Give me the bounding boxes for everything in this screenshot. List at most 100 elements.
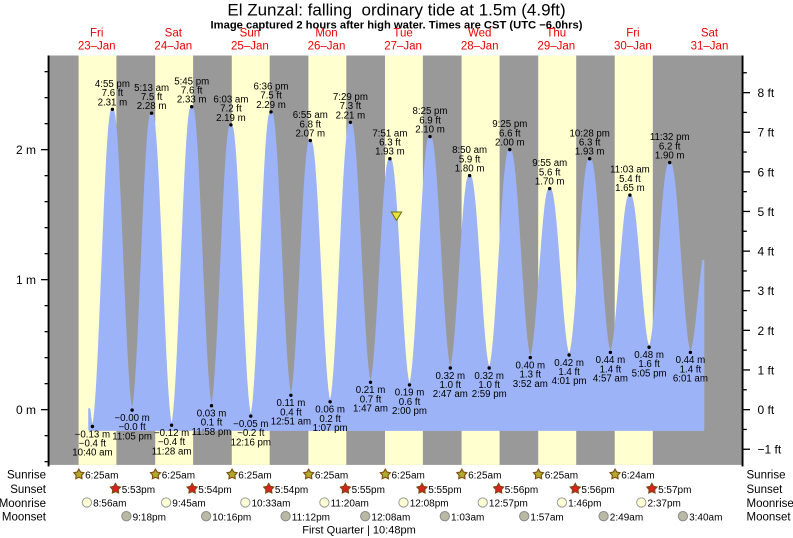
svg-text:11:20am: 11:20am <box>331 499 369 510</box>
svg-text:12:16 pm: 12:16 pm <box>231 437 271 448</box>
svg-text:7 ft: 7 ft <box>758 126 775 140</box>
svg-text:11:03 am: 11:03 am <box>610 165 650 176</box>
svg-text:Wed: Wed <box>468 28 491 40</box>
svg-text:1:57am: 1:57am <box>530 512 563 523</box>
svg-text:5:13 am: 5:13 am <box>134 83 169 94</box>
svg-text:−0.2 ft: −0.2 ft <box>237 428 265 439</box>
svg-text:1:03am: 1:03am <box>451 512 484 523</box>
svg-text:10:33am: 10:33am <box>252 499 291 510</box>
svg-text:5:05 pm: 5:05 pm <box>632 368 667 379</box>
svg-text:11:28 am: 11:28 am <box>152 446 192 457</box>
svg-text:1.80 m: 1.80 m <box>455 164 485 175</box>
svg-text:1:07 pm: 1:07 pm <box>313 423 348 434</box>
svg-text:Moonset: Moonset <box>2 512 47 524</box>
svg-text:0.4 ft: 0.4 ft <box>280 407 302 418</box>
svg-text:0.2 ft: 0.2 ft <box>319 414 341 425</box>
svg-text:1.93 m: 1.93 m <box>375 147 405 158</box>
svg-text:5:55pm: 5:55pm <box>352 485 385 496</box>
svg-text:5:53pm: 5:53pm <box>122 485 155 496</box>
svg-text:−0.0 ft: −0.0 ft <box>118 422 146 433</box>
svg-text:2:49am: 2:49am <box>610 512 643 523</box>
svg-text:2:47 am: 2:47 am <box>433 389 468 400</box>
svg-text:10:28 pm: 10:28 pm <box>569 128 609 139</box>
svg-text:0.32 m: 0.32 m <box>435 371 465 382</box>
svg-text:5:54pm: 5:54pm <box>198 485 231 496</box>
svg-text:Sunset: Sunset <box>10 484 47 496</box>
svg-text:12:57pm: 12:57pm <box>489 499 528 510</box>
svg-text:2.07 m: 2.07 m <box>295 129 325 140</box>
svg-text:2.00 m: 2.00 m <box>495 138 525 149</box>
svg-text:6.8 ft: 6.8 ft <box>300 119 322 130</box>
svg-text:5.6 ft: 5.6 ft <box>539 167 561 178</box>
svg-text:Sunrise: Sunrise <box>747 470 786 482</box>
svg-text:6 ft: 6 ft <box>758 165 775 179</box>
svg-text:11:58 pm: 11:58 pm <box>192 427 232 438</box>
svg-text:Image captured 2 hours after h: Image captured 2 hours after high water.… <box>211 20 583 32</box>
svg-text:7.6 ft: 7.6 ft <box>102 88 124 99</box>
svg-text:−0.4 ft: −0.4 ft <box>158 437 186 448</box>
svg-text:Tue: Tue <box>393 28 412 40</box>
svg-text:2.33 m: 2.33 m <box>177 95 207 106</box>
svg-text:2.19 m: 2.19 m <box>216 113 246 124</box>
svg-text:0.21 m: 0.21 m <box>356 385 386 396</box>
svg-text:Fri: Fri <box>90 28 103 40</box>
svg-text:0.40 m: 0.40 m <box>515 360 545 371</box>
svg-text:7.3 ft: 7.3 ft <box>340 101 362 112</box>
svg-text:11:32 pm: 11:32 pm <box>650 132 690 143</box>
svg-text:7.6 ft: 7.6 ft <box>181 86 203 97</box>
svg-text:−0.05 m: −0.05 m <box>233 419 268 430</box>
svg-text:1.3 ft: 1.3 ft <box>520 370 542 381</box>
svg-text:10:40 am: 10:40 am <box>72 448 112 459</box>
svg-text:6.3 ft: 6.3 ft <box>579 138 601 149</box>
svg-text:2 ft: 2 ft <box>758 324 775 338</box>
svg-text:0.7 ft: 0.7 ft <box>360 394 382 405</box>
svg-text:Moonrise: Moonrise <box>747 498 793 510</box>
svg-text:30–Jan: 30–Jan <box>614 40 652 52</box>
svg-text:0.19 m: 0.19 m <box>395 388 425 399</box>
svg-text:27–Jan: 27–Jan <box>384 40 422 52</box>
svg-text:6:25am: 6:25am <box>238 471 271 482</box>
svg-text:6:25am: 6:25am <box>85 471 118 482</box>
svg-text:1.4 ft: 1.4 ft <box>680 364 702 375</box>
svg-text:2.21 m: 2.21 m <box>336 110 366 121</box>
svg-text:1:47 am: 1:47 am <box>353 404 388 415</box>
svg-text:0.44 m: 0.44 m <box>596 355 626 366</box>
svg-text:6:25am: 6:25am <box>545 471 578 482</box>
svg-text:0.11 m: 0.11 m <box>276 398 305 409</box>
svg-text:6:24am: 6:24am <box>621 471 654 482</box>
svg-text:1.70 m: 1.70 m <box>535 177 565 188</box>
svg-text:1.4 ft: 1.4 ft <box>558 367 580 378</box>
svg-text:2.28 m: 2.28 m <box>137 101 167 112</box>
svg-text:8:56am: 8:56am <box>93 499 126 510</box>
svg-text:First Quarter | 10:48pm: First Quarter | 10:48pm <box>302 525 416 537</box>
svg-text:26–Jan: 26–Jan <box>308 40 346 52</box>
svg-text:2.29 m: 2.29 m <box>256 100 286 111</box>
svg-text:6:03 am: 6:03 am <box>213 95 248 106</box>
svg-text:5.9 ft: 5.9 ft <box>459 154 481 165</box>
svg-text:Sat: Sat <box>701 28 719 40</box>
svg-text:0.42 m: 0.42 m <box>554 358 584 369</box>
svg-text:Thu: Thu <box>546 28 566 40</box>
svg-text:6:36 pm: 6:36 pm <box>253 82 288 93</box>
svg-text:9:45am: 9:45am <box>172 499 205 510</box>
svg-text:0.44 m: 0.44 m <box>676 355 706 366</box>
svg-text:4 ft: 4 ft <box>758 245 775 259</box>
svg-text:31–Jan: 31–Jan <box>691 40 729 52</box>
svg-text:5:56pm: 5:56pm <box>581 485 614 496</box>
svg-text:4:01 pm: 4:01 pm <box>552 376 587 387</box>
svg-text:−0.00 m: −0.00 m <box>114 413 149 424</box>
svg-text:23–Jan: 23–Jan <box>78 40 116 52</box>
svg-text:2:37pm: 2:37pm <box>648 499 681 510</box>
svg-text:8:50 am: 8:50 am <box>452 145 487 156</box>
svg-text:5:54pm: 5:54pm <box>275 485 308 496</box>
svg-text:Moonset: Moonset <box>747 512 792 524</box>
svg-text:1.4 ft: 1.4 ft <box>600 364 622 375</box>
svg-text:Moonrise: Moonrise <box>0 498 46 510</box>
svg-text:0 ft: 0 ft <box>758 403 775 417</box>
svg-text:1.93 m: 1.93 m <box>575 147 605 158</box>
svg-text:2.31 m: 2.31 m <box>98 97 128 108</box>
svg-text:6:25am: 6:25am <box>315 471 348 482</box>
svg-text:1:46pm: 1:46pm <box>568 499 601 510</box>
svg-text:5:45 pm: 5:45 pm <box>174 76 209 87</box>
svg-text:11:12pm: 11:12pm <box>292 512 330 523</box>
